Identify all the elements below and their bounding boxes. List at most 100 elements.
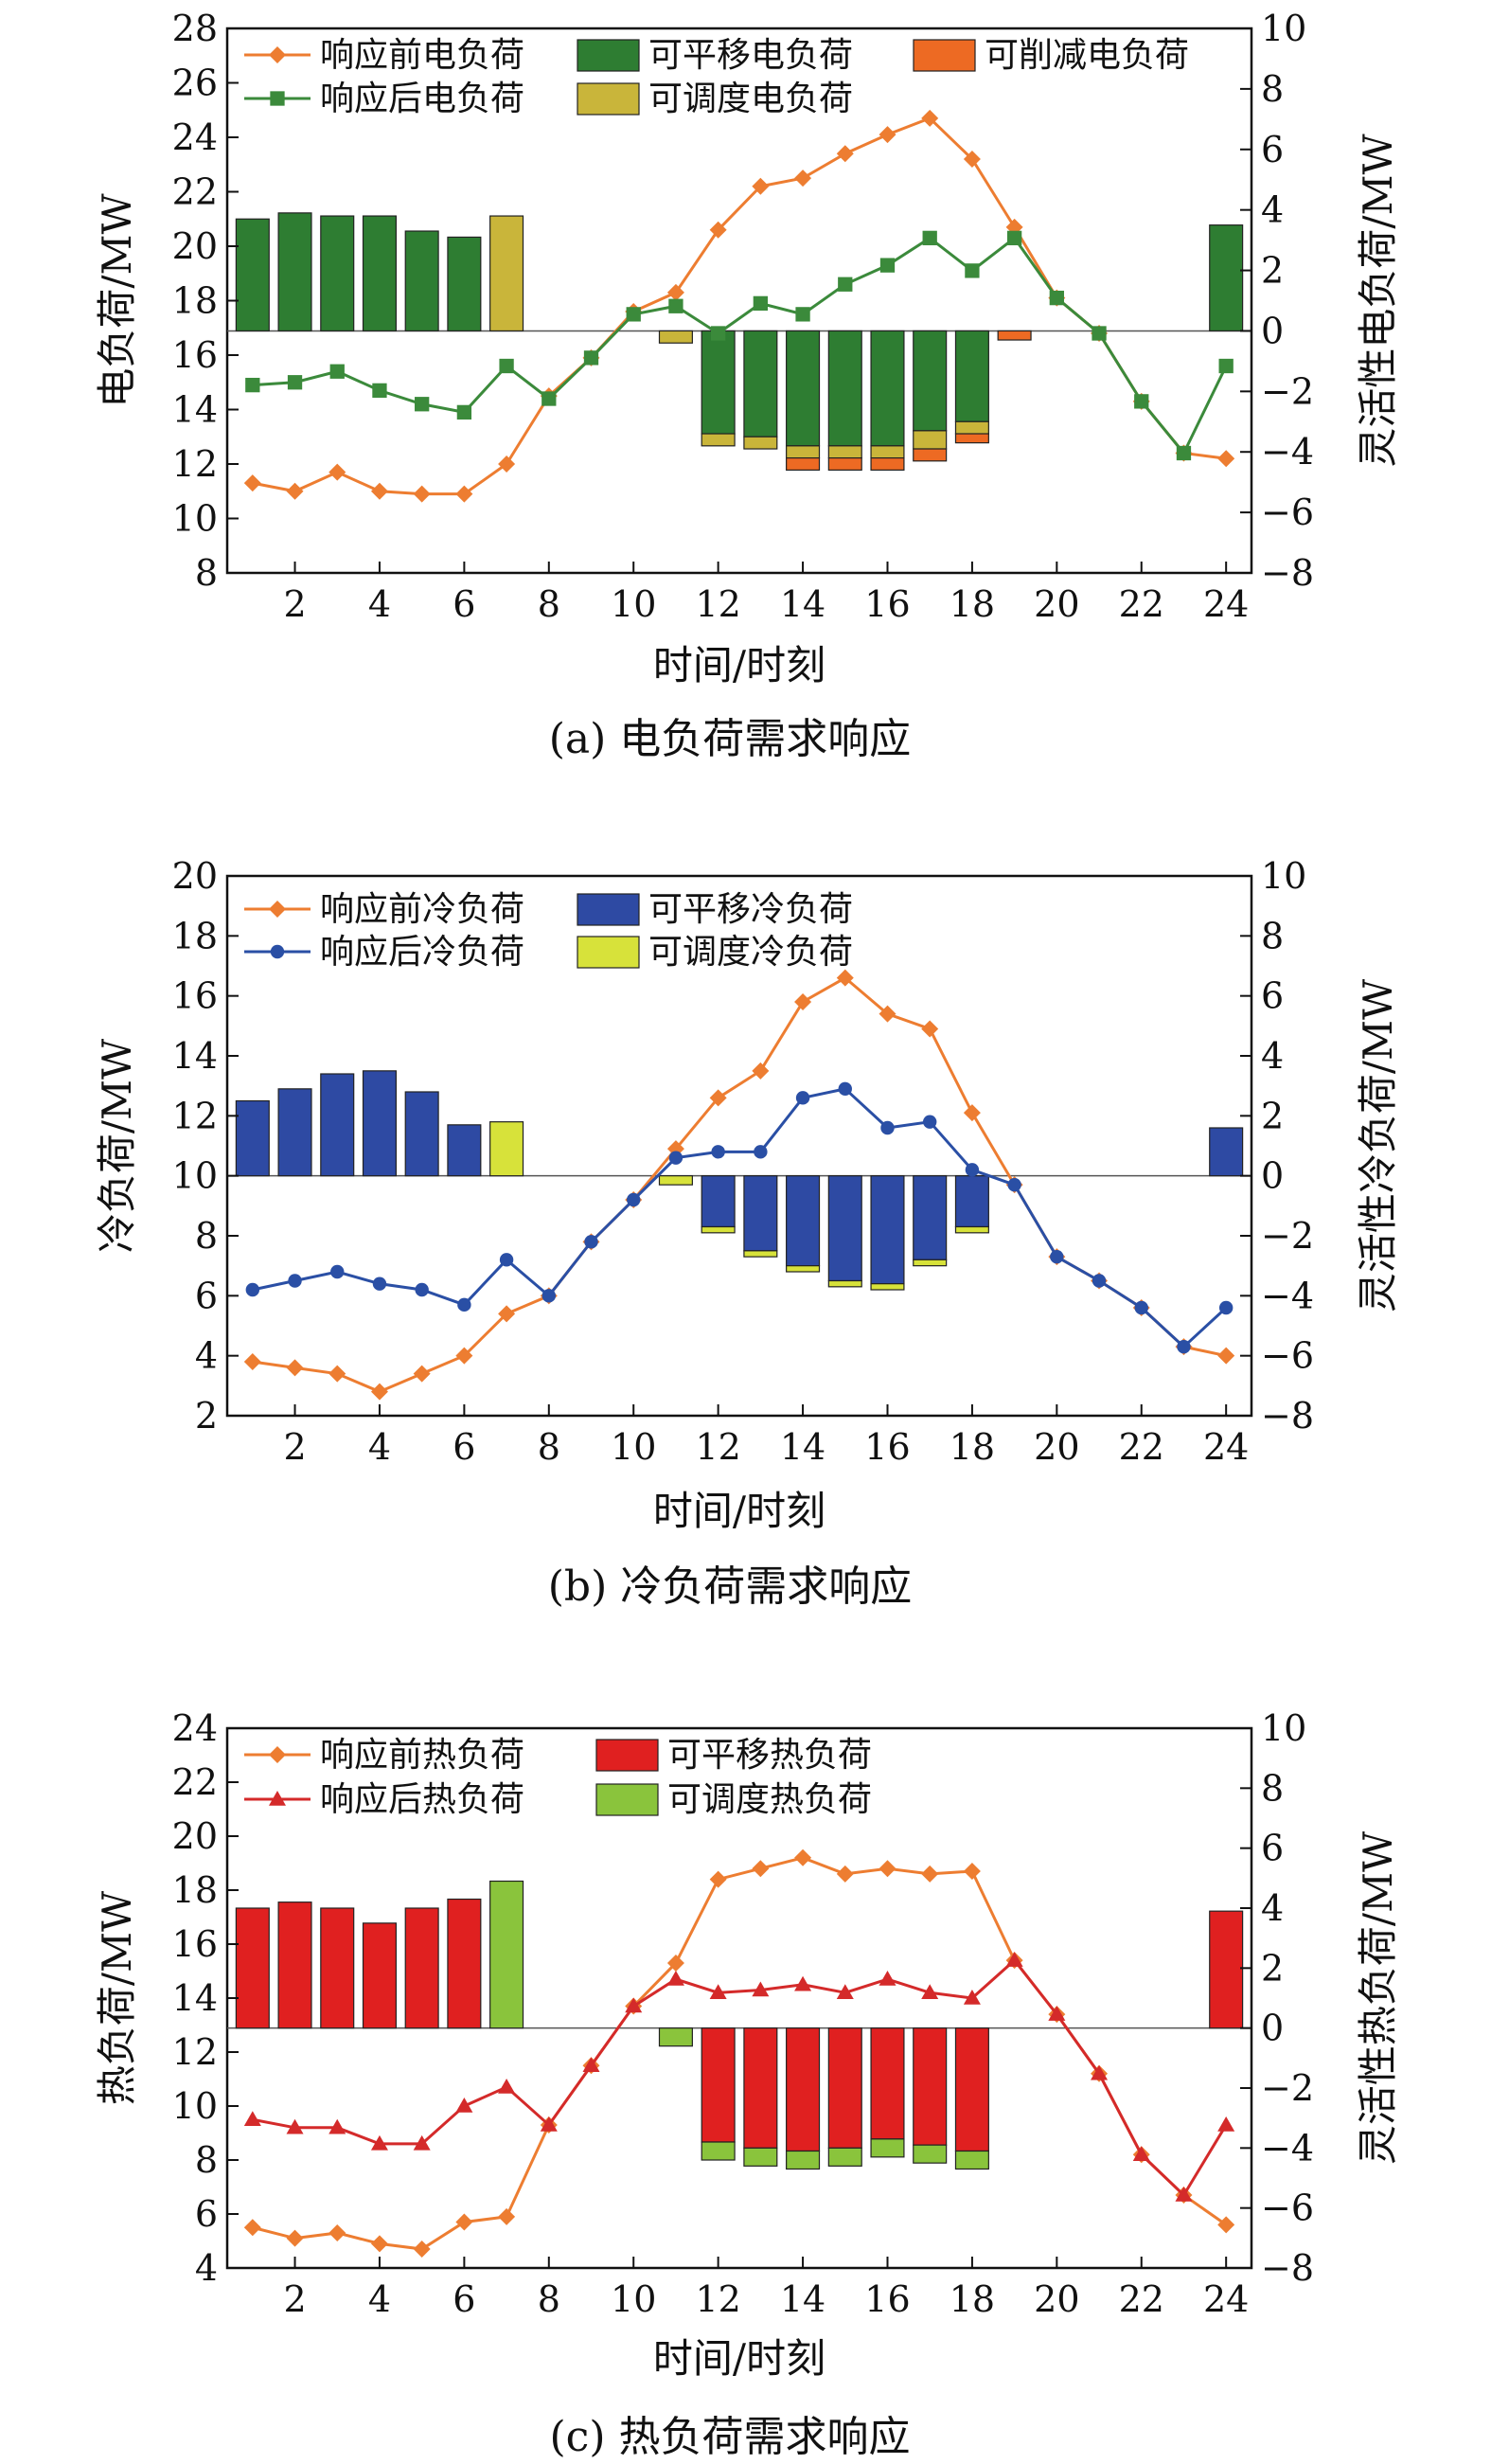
bar xyxy=(743,2147,778,2167)
series-line xyxy=(252,1087,1228,1349)
legend-item: 可调度冷负荷 xyxy=(577,933,853,972)
y2-tick-label: −6 xyxy=(1261,1335,1314,1377)
bar xyxy=(404,230,439,332)
bar-series-2 xyxy=(786,330,1032,471)
y-tick-label: 20 xyxy=(172,225,218,267)
square-marker xyxy=(270,91,285,106)
bar xyxy=(827,2027,862,2149)
y2-tick-label: 6 xyxy=(1261,975,1284,1017)
diamond-marker xyxy=(836,1865,854,1883)
bar xyxy=(277,1902,312,2029)
diamond-marker xyxy=(963,1104,981,1122)
y-tick-label: 16 xyxy=(172,334,218,376)
bar xyxy=(997,330,1032,341)
bar xyxy=(362,1922,397,2029)
y2-tick-label: 6 xyxy=(1261,1828,1284,1869)
series-line xyxy=(252,116,1227,496)
bar xyxy=(827,445,862,459)
bar xyxy=(277,1088,312,1177)
plot-frame xyxy=(225,874,1253,1418)
bar xyxy=(320,1073,355,1177)
bar xyxy=(954,2150,989,2170)
x-tick-label: 22 xyxy=(1119,1426,1164,1468)
triangle-marker xyxy=(1048,2006,1066,2021)
y-tick-label: 26 xyxy=(172,62,218,104)
bar xyxy=(447,1124,482,1177)
y2-tick-label: 4 xyxy=(1261,189,1284,231)
diamond-marker xyxy=(963,151,981,168)
circle-marker xyxy=(922,1115,937,1129)
bar xyxy=(447,236,482,332)
bar xyxy=(954,433,989,444)
circle-marker xyxy=(880,1120,895,1135)
square-marker xyxy=(372,383,387,399)
y2-tick-label: 0 xyxy=(1261,2008,1284,2049)
triangle-marker xyxy=(269,1791,286,1806)
diamond-marker xyxy=(921,1865,939,1883)
y-tick-label: 16 xyxy=(172,975,218,1017)
y-tick-label: 22 xyxy=(172,171,218,213)
bar xyxy=(1209,224,1244,332)
bar xyxy=(870,330,905,447)
x-tick-label: 20 xyxy=(1034,1426,1079,1468)
circle-marker xyxy=(668,1151,683,1165)
legend-label: 响应后热负荷 xyxy=(320,1780,524,1819)
y-axis-label: 热负荷/MW xyxy=(94,1890,140,2105)
y2-tick-label: 10 xyxy=(1261,855,1306,897)
diamond-marker xyxy=(709,1870,727,1888)
y-tick-label: 12 xyxy=(172,1095,218,1136)
triangle-marker xyxy=(1005,1952,1023,1967)
bar xyxy=(913,448,948,462)
bar xyxy=(786,330,821,447)
y-tick-label: 8 xyxy=(195,1215,218,1257)
square-marker xyxy=(415,397,430,412)
bar xyxy=(954,1225,989,1234)
triangle-marker xyxy=(243,2111,261,2126)
bar xyxy=(786,1175,821,1267)
x-tick-label: 24 xyxy=(1203,1426,1249,1468)
y-tick-label: 24 xyxy=(172,116,218,158)
x-axis-label: 时间/时刻 xyxy=(653,2335,825,2382)
bar xyxy=(277,212,312,332)
y-tick-label: 12 xyxy=(172,2031,218,2073)
diamond-marker xyxy=(328,463,346,481)
x-tick-label: 4 xyxy=(368,1426,391,1468)
square-marker xyxy=(1092,326,1107,341)
bar xyxy=(404,1907,439,2029)
bar xyxy=(827,457,862,471)
x-tick-label: 10 xyxy=(611,1426,656,1468)
bar-series-0 xyxy=(235,212,1244,447)
y-tick-label: 8 xyxy=(195,2139,218,2181)
diamond-marker xyxy=(1217,2216,1235,2234)
diamond-marker xyxy=(666,283,684,301)
diamond-marker xyxy=(921,1020,939,1038)
diamond-marker xyxy=(243,1353,261,1370)
y2-tick-label: −2 xyxy=(1261,370,1314,412)
legend-item: 响应后热负荷 xyxy=(244,1780,524,1819)
triangle-marker xyxy=(328,2118,346,2134)
bar xyxy=(786,1265,821,1273)
diamond-marker xyxy=(328,2223,346,2241)
square-marker xyxy=(245,377,260,393)
diamond-marker xyxy=(269,901,286,918)
triangle-marker xyxy=(370,2134,388,2151)
legend-label: 可调度电负荷 xyxy=(648,80,853,118)
bar xyxy=(913,1259,948,1267)
bar xyxy=(786,2150,821,2170)
circle-marker xyxy=(754,1145,768,1159)
legend-item: 可调度电负荷 xyxy=(577,80,853,118)
square-marker xyxy=(710,326,726,341)
y-tick-label: 10 xyxy=(172,2085,218,2127)
circle-marker xyxy=(541,1289,557,1303)
bar xyxy=(913,330,948,432)
y2-tick-label: 8 xyxy=(1261,915,1284,956)
chart-caption: (b) 冷负荷需求响应 xyxy=(548,1562,912,1611)
triangle-marker xyxy=(879,1971,896,1986)
y2-tick-label: −4 xyxy=(1261,431,1314,473)
circle-marker xyxy=(1218,1300,1234,1315)
circle-marker xyxy=(1134,1300,1148,1315)
x-tick-label: 12 xyxy=(695,2278,740,2320)
square-marker xyxy=(456,404,472,420)
circle-marker xyxy=(795,1091,810,1105)
